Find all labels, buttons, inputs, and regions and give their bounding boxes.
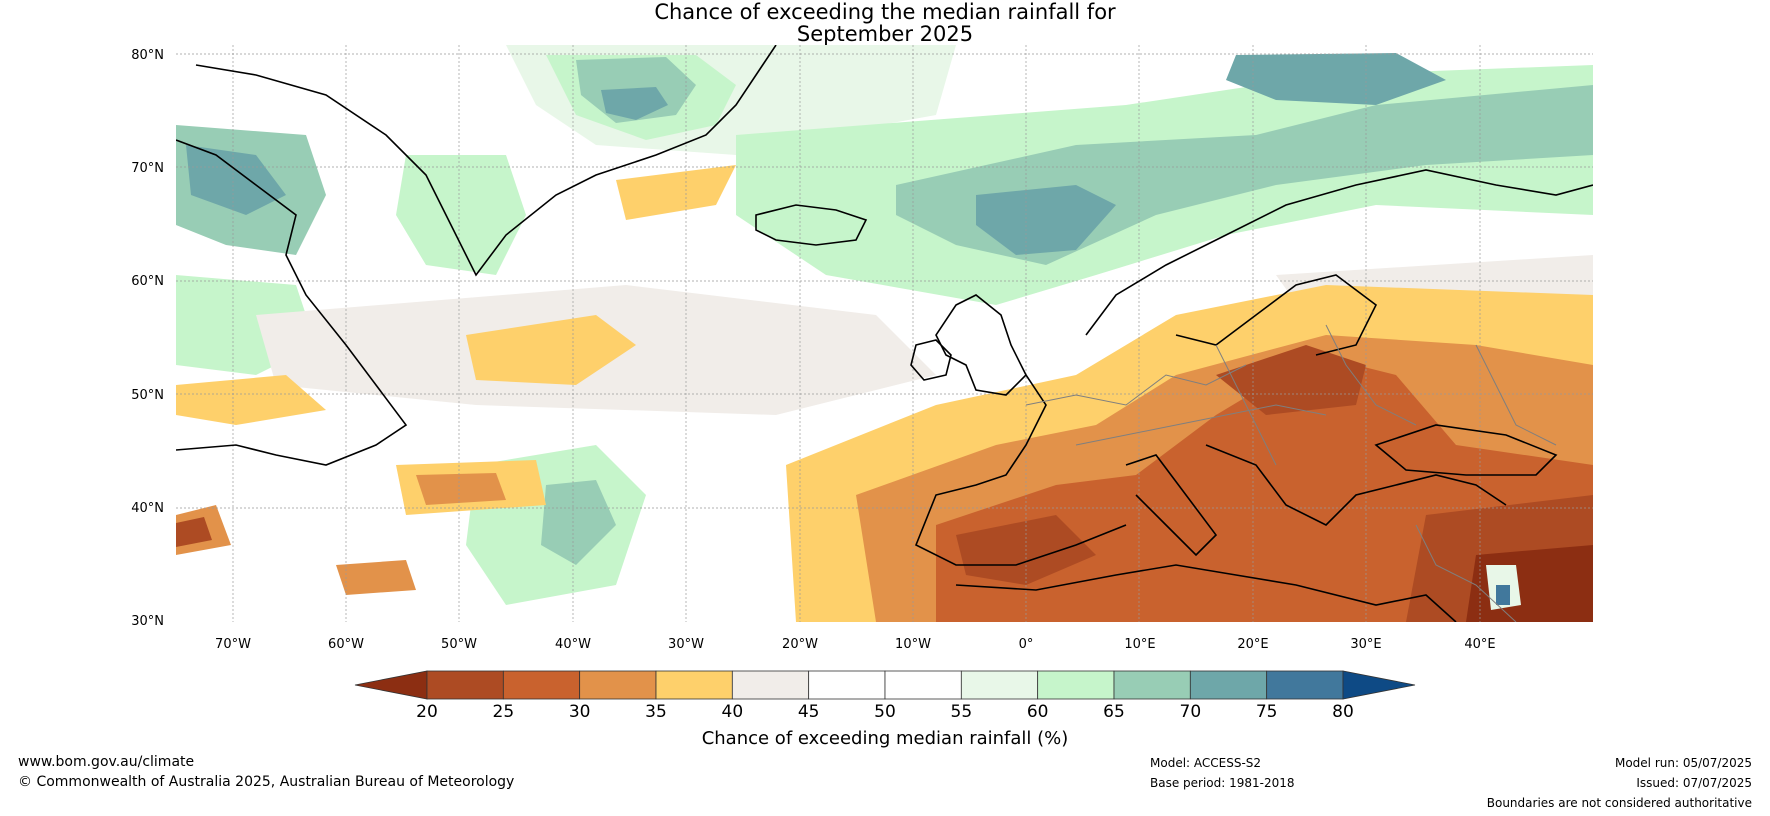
colorbar-segment	[1266, 670, 1344, 700]
wet-spot-levant-core	[1496, 585, 1510, 605]
coastlines	[176, 45, 1593, 622]
dry-zone-far-west-core	[176, 517, 212, 547]
dry-zone-sw-atlantic	[336, 560, 416, 595]
colorbar-tick-label: 70	[1179, 702, 1202, 722]
lon-label-40w: 40°W	[555, 637, 591, 652]
coastline-labrador	[176, 139, 408, 466]
colorbar-segment	[884, 670, 962, 700]
map-canvas	[176, 45, 1593, 622]
colorbar: 20 25 30 35 40 45 50 55 60 65 70 75 80 Chance of exc…	[0, 670, 1770, 760]
lon-label-0: 0°	[1018, 637, 1034, 652]
lon-label-40e: 40°E	[1464, 637, 1496, 652]
coastline-balkans	[1205, 444, 1507, 526]
map-title-line-2: September 2025	[796, 22, 974, 46]
forecast-shading	[176, 45, 1593, 622]
wet-zone-central-atlantic-core	[541, 480, 616, 565]
map-title-line-1: Chance of exceeding the median rainfall …	[654, 0, 1116, 24]
issued-text: Issued: 07/07/2025	[1636, 776, 1752, 790]
coastline-iceland	[755, 204, 868, 246]
model-run-text: Model run: 05/07/2025	[1614, 756, 1752, 770]
rainfall-probability-map[interactable]	[176, 45, 1593, 622]
colorbar-segment	[1037, 670, 1115, 700]
colorbar-tick-label: 35	[645, 702, 667, 722]
colorbar-tick-label: 40	[721, 702, 744, 722]
dry-zone-azores-core	[416, 473, 506, 505]
coastline-north-africa	[955, 564, 1457, 622]
colorbar-segment	[579, 670, 657, 700]
coastline-europe-west	[914, 374, 1127, 566]
colorbar-tick-label: 75	[1255, 702, 1278, 722]
lon-label-10e: 10°E	[1124, 637, 1156, 652]
base-period-text: Base period: 1981-2018	[1150, 776, 1295, 790]
colorbar-tick-label: 50	[874, 702, 896, 722]
coastline-norway	[1085, 169, 1593, 336]
colorbar-segment	[731, 670, 810, 700]
colorbar-tick-label: 60	[1026, 702, 1049, 722]
coastline-greenland	[195, 45, 777, 277]
lat-label-30n: 30°N	[131, 614, 164, 629]
copyright-text: © Commonwealth of Australia 2025, Austra…	[18, 774, 515, 790]
lat-label-50n: 50°N	[131, 388, 164, 403]
lat-label-70n: 70°N	[131, 161, 164, 176]
lon-label-60w: 60°W	[328, 637, 364, 652]
lon-label-20w: 20°W	[782, 637, 818, 652]
graticule	[176, 45, 1593, 622]
coastline-italy	[1125, 454, 1218, 557]
dry-zone-central-europe-deep	[1216, 345, 1366, 415]
lon-label-30e: 30°E	[1350, 637, 1382, 652]
wet-zone-barents	[1226, 53, 1446, 105]
model-text: Model: ACCESS-S2	[1150, 756, 1262, 770]
coastline-black-sea	[1374, 424, 1558, 476]
dry-zone-greenland-south	[616, 165, 736, 220]
colorbar-tick-label: 20	[416, 702, 438, 722]
colorbar-graphic	[354, 670, 1416, 700]
colorbar-segment	[502, 670, 581, 700]
lon-label-50w: 50°W	[441, 637, 477, 652]
colorbar-label: Chance of exceeding median rainfall (%)	[701, 728, 1069, 749]
colorbar-tick-label: 45	[797, 702, 820, 722]
lat-label-40n: 40°N	[131, 501, 164, 516]
wet-zone-greenland-east	[396, 155, 526, 275]
lat-label-60n: 60°N	[131, 274, 164, 289]
country-boundaries	[1025, 324, 1557, 622]
dry-zone-west-atlantic	[176, 375, 326, 425]
lat-label-80n: 80°N	[131, 48, 164, 63]
dry-zone-mid-atlantic	[466, 315, 636, 385]
lon-label-30w: 30°W	[668, 637, 704, 652]
colorbar-tick-label: 25	[492, 702, 515, 722]
colorbar-segment	[1189, 670, 1268, 700]
colorbar-segment	[960, 670, 1039, 700]
colorbar-segment	[1113, 670, 1191, 700]
dry-zone-east-med-darkest	[1466, 545, 1593, 622]
coastline-ireland	[910, 339, 952, 381]
colorbar-segment	[426, 670, 504, 700]
wet-zone-labrador-core	[186, 145, 286, 215]
lon-label-10w: 10°W	[895, 637, 931, 652]
wet-zone-norwegian-deep	[976, 185, 1116, 255]
colorbar-segment	[808, 670, 886, 700]
coastline-british-isles	[935, 294, 1027, 396]
colorbar-segment	[655, 670, 733, 700]
colorbar-over-arrow	[1342, 670, 1416, 700]
wet-zone-core-2	[601, 87, 668, 120]
coastline-baltic	[1175, 274, 1378, 356]
colorbar-under-arrow	[354, 670, 428, 700]
disclaimer-text: Boundaries are not considered authoritat…	[1486, 796, 1752, 810]
colorbar-tick-label: 80	[1332, 702, 1354, 722]
colorbar-tick-label: 55	[950, 702, 973, 722]
lon-label-20e: 20°E	[1237, 637, 1269, 652]
colorbar-tick-label: 30	[568, 702, 591, 722]
colorbar-tick-label: 65	[1103, 702, 1125, 722]
website-text: www.bom.gov.au/climate	[18, 754, 195, 770]
lon-label-70w: 70°W	[215, 637, 251, 652]
